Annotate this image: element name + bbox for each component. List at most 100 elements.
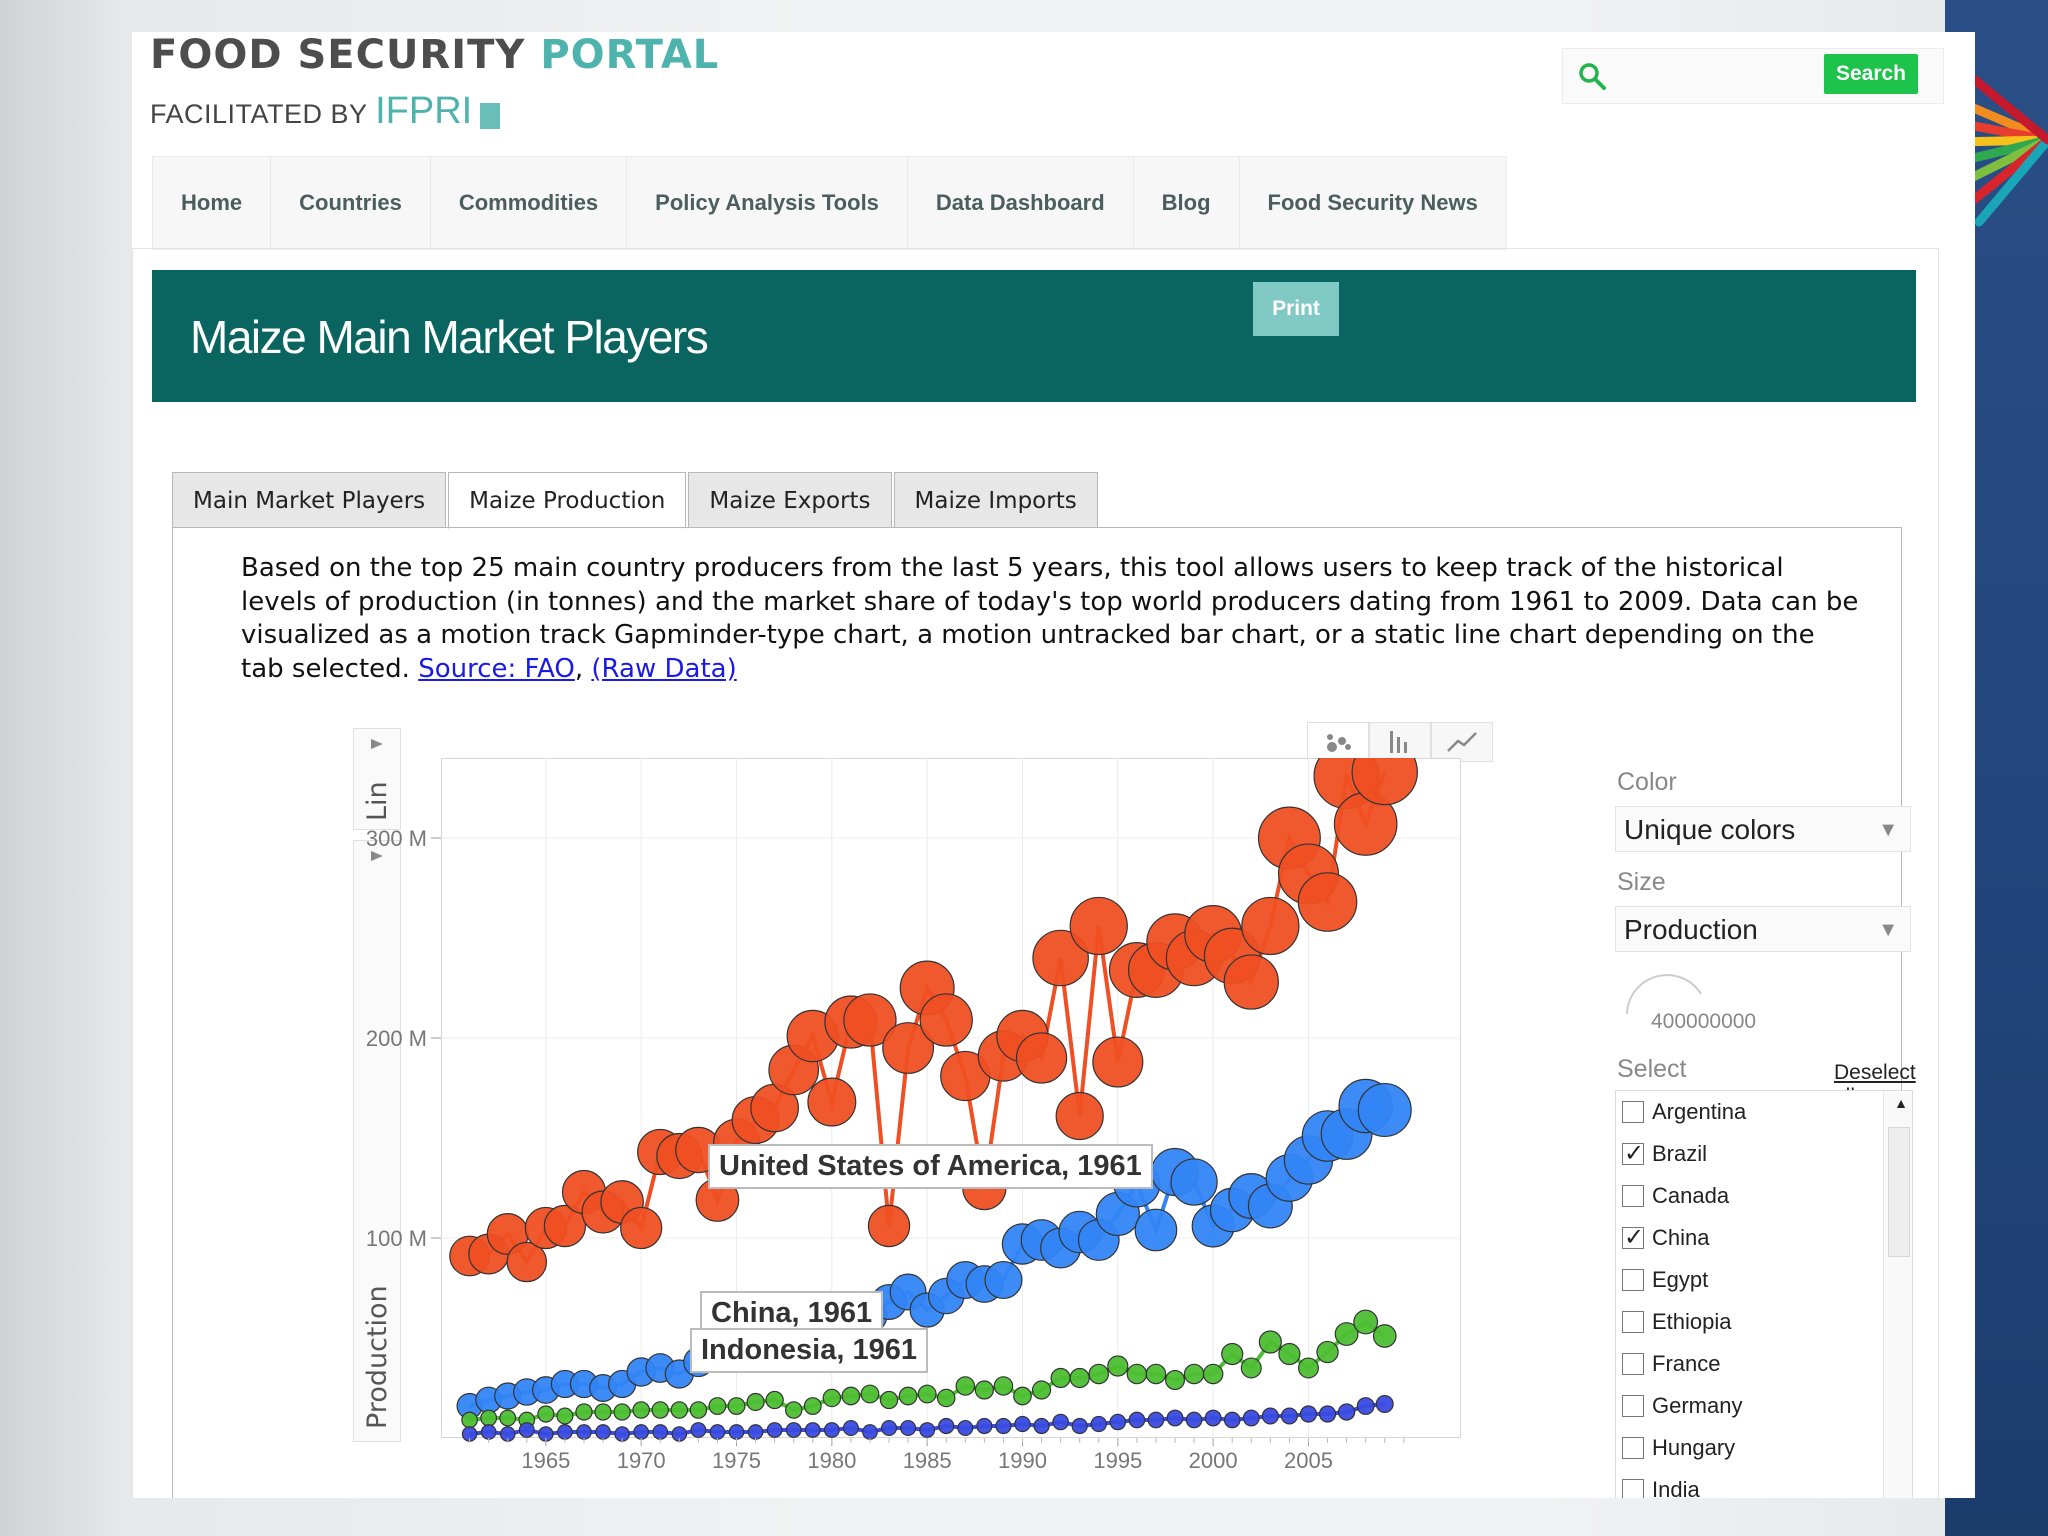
data-point bbox=[807, 1077, 857, 1127]
data-point bbox=[1170, 1158, 1218, 1206]
country-list-scrollbar[interactable]: ▲ ▼ bbox=[1883, 1091, 1912, 1498]
color-select-value: Unique colors bbox=[1624, 814, 1796, 845]
country-checkbox[interactable] bbox=[1622, 1395, 1644, 1417]
country-checkbox[interactable] bbox=[1622, 1269, 1644, 1291]
data-point bbox=[1033, 1417, 1050, 1435]
select-label: Select bbox=[1617, 1055, 1687, 1083]
print-button[interactable]: Print bbox=[1253, 282, 1339, 336]
data-point bbox=[898, 1386, 918, 1406]
tab-maize-imports[interactable]: Maize Imports bbox=[893, 472, 1098, 528]
country-option[interactable]: Canada bbox=[1616, 1175, 1912, 1217]
country-checkbox[interactable] bbox=[1622, 1437, 1644, 1459]
country-option[interactable]: Germany bbox=[1616, 1385, 1912, 1427]
data-point bbox=[1223, 954, 1279, 1010]
country-list: Argentina Brazil Canada China Egypt Ethiopia F… bbox=[1615, 1090, 1913, 1498]
data-point bbox=[1183, 1363, 1205, 1385]
data-point bbox=[1316, 1340, 1339, 1364]
data-point bbox=[984, 1260, 1023, 1300]
data-point bbox=[765, 1390, 784, 1410]
country-option[interactable]: China bbox=[1616, 1217, 1912, 1259]
data-point bbox=[917, 1384, 937, 1404]
country-option[interactable]: Argentina bbox=[1616, 1091, 1912, 1133]
tab-main-market-players[interactable]: Main Market Players bbox=[172, 472, 447, 528]
chart-plot-area[interactable]: 1965 1970 1975 1980 1985 1990 1995 2000 2005 bbox=[441, 758, 1491, 1478]
country-option[interactable]: Brazil bbox=[1616, 1133, 1912, 1175]
country-option[interactable]: Hungary bbox=[1616, 1427, 1912, 1469]
data-point bbox=[689, 1401, 708, 1419]
source-link[interactable]: Source: FAO bbox=[418, 653, 575, 684]
data-point bbox=[955, 1376, 976, 1396]
scroll-thumb[interactable] bbox=[1888, 1127, 1910, 1257]
tab-maize-exports[interactable]: Maize Exports bbox=[688, 472, 892, 528]
country-option[interactable]: France bbox=[1616, 1343, 1912, 1385]
data-point bbox=[1261, 1407, 1279, 1425]
x-tick-label: 1965 bbox=[521, 1448, 570, 1473]
nav-item-commodities[interactable]: Commodities bbox=[431, 157, 628, 249]
data-point bbox=[1240, 1357, 1262, 1379]
country-checkbox[interactable] bbox=[1622, 1479, 1644, 1498]
data-point bbox=[823, 1422, 840, 1438]
y-tick-label: 200 M bbox=[366, 1026, 427, 1051]
nav-item-data-dashboard[interactable]: Data Dashboard bbox=[908, 157, 1134, 249]
color-select[interactable]: Unique colors ▼ bbox=[1615, 806, 1911, 852]
nav-item-countries[interactable]: Countries bbox=[271, 157, 431, 249]
data-point bbox=[1351, 758, 1418, 806]
data-point bbox=[480, 1424, 497, 1440]
data-point bbox=[1223, 1411, 1241, 1429]
nav-item-policy-analysis-tools[interactable]: Policy Analysis Tools bbox=[627, 157, 908, 249]
country-checkbox[interactable] bbox=[1622, 1185, 1644, 1207]
data-point bbox=[1356, 1397, 1375, 1415]
data-point bbox=[595, 1424, 611, 1440]
scroll-up-icon[interactable]: ▲ bbox=[1894, 1095, 1908, 1111]
country-option[interactable]: India bbox=[1616, 1469, 1912, 1498]
data-point bbox=[784, 1401, 803, 1419]
data-point bbox=[881, 1419, 898, 1437]
data-point bbox=[575, 1403, 593, 1421]
bar-chart-button[interactable] bbox=[1369, 722, 1431, 762]
raw-data-link[interactable]: (Raw Data) bbox=[591, 653, 737, 684]
y-axis-selector[interactable]: Production bbox=[353, 840, 401, 1442]
country-name: Canada bbox=[1652, 1183, 1730, 1208]
chevron-down-icon: ▼ bbox=[1878, 919, 1898, 941]
portal-page: FOOD SECURITY PORTAL FACILITATED BY IFPR… bbox=[132, 32, 1975, 1498]
country-checkbox[interactable] bbox=[1622, 1353, 1644, 1375]
data-point bbox=[1202, 1363, 1224, 1385]
country-name: India bbox=[1652, 1477, 1700, 1498]
ifpri-logo-icon bbox=[480, 102, 501, 129]
data-point bbox=[620, 1206, 663, 1250]
data-point bbox=[804, 1422, 821, 1438]
nav-item-food-security-news[interactable]: Food Security News bbox=[1267, 190, 1478, 215]
bar-chart-icon bbox=[1390, 731, 1407, 753]
size-select[interactable]: Production ▼ bbox=[1615, 906, 1911, 952]
country-checkbox[interactable] bbox=[1622, 1311, 1644, 1333]
search-button[interactable]: Search bbox=[1824, 54, 1918, 94]
description: Based on the top 25 main country produce… bbox=[241, 552, 1861, 686]
site-logo-title[interactable]: FOOD SECURITY PORTAL bbox=[150, 32, 719, 78]
country-name: Hungary bbox=[1652, 1435, 1736, 1460]
data-point bbox=[785, 1422, 802, 1438]
bubble-chart-button[interactable] bbox=[1307, 722, 1369, 762]
data-point bbox=[1090, 1415, 1107, 1433]
data-point bbox=[860, 1384, 880, 1404]
search-input[interactable] bbox=[1619, 57, 1863, 95]
data-point bbox=[557, 1424, 573, 1440]
scale-toggle[interactable]: Lin bbox=[353, 728, 401, 830]
data-point bbox=[1109, 1413, 1127, 1431]
nav-item-blog[interactable]: Blog bbox=[1134, 157, 1240, 249]
data-point bbox=[822, 1388, 842, 1408]
data-point bbox=[995, 1417, 1012, 1435]
data-point bbox=[1069, 1367, 1090, 1389]
country-checkbox[interactable] bbox=[1622, 1139, 1644, 1168]
country-checkbox[interactable] bbox=[1622, 1101, 1644, 1123]
nav-item-home[interactable]: Home bbox=[153, 157, 272, 249]
tab-panel: Based on the top 25 main country produce… bbox=[172, 527, 1916, 1498]
x-tick-label: 1980 bbox=[807, 1448, 856, 1473]
country-option[interactable]: Ethiopia bbox=[1616, 1301, 1912, 1343]
tab-maize-production[interactable]: Maize Production bbox=[448, 472, 687, 529]
tooltip-usa: United States of America, 1961 bbox=[708, 1144, 1153, 1189]
country-option[interactable]: Egypt bbox=[1616, 1259, 1912, 1301]
data-point bbox=[632, 1401, 650, 1419]
country-checkbox[interactable] bbox=[1622, 1223, 1644, 1252]
line-chart-button[interactable] bbox=[1431, 722, 1493, 762]
data-point bbox=[843, 993, 897, 1047]
